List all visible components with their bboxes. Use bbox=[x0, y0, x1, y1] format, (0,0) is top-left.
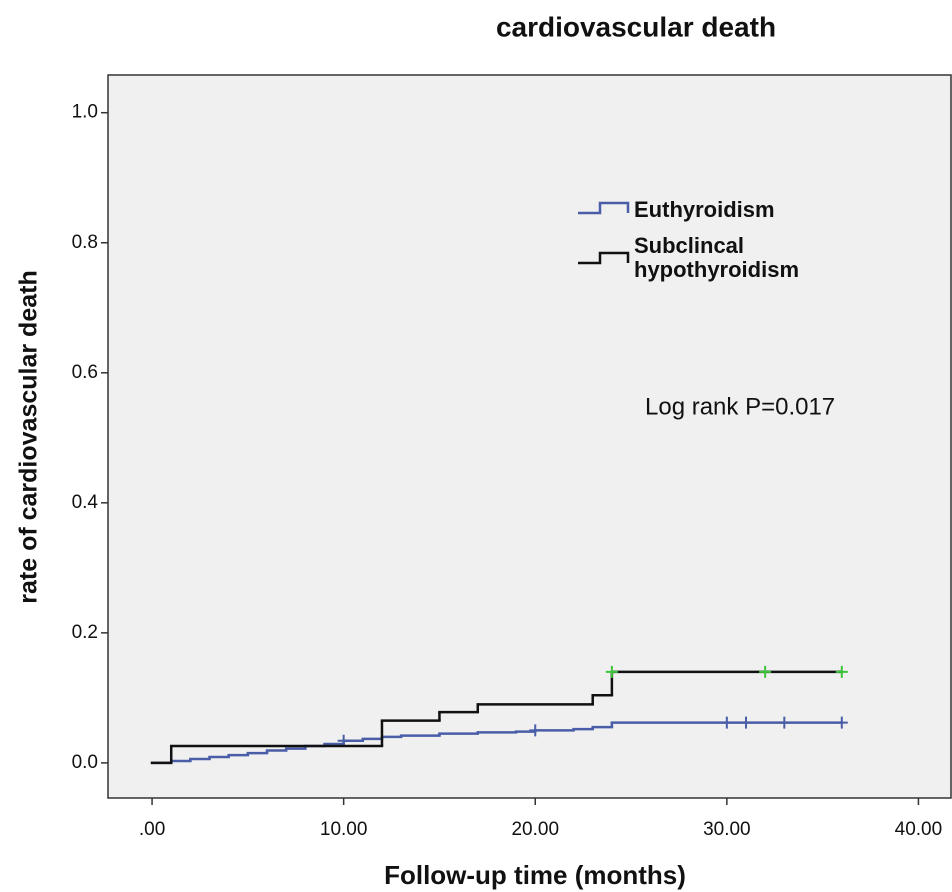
y-tick-label: 0.2 bbox=[72, 622, 98, 643]
x-axis-label: Follow-up time (months) bbox=[384, 860, 686, 890]
legend-swatch bbox=[578, 251, 630, 265]
plot-area bbox=[107, 74, 952, 799]
legend-swatch bbox=[578, 201, 630, 215]
x-tick-label: 20.00 bbox=[511, 819, 559, 840]
y-axis-label: rate of cardiovascular death bbox=[15, 270, 43, 603]
x-tick-label: .00 bbox=[139, 819, 165, 840]
legend-label: Euthyroidism bbox=[634, 197, 775, 222]
y-tick-label: 1.0 bbox=[72, 102, 98, 123]
censor-mark bbox=[739, 716, 752, 729]
censor-mark bbox=[529, 724, 542, 737]
censor-mark bbox=[778, 716, 791, 729]
censor-mark bbox=[605, 665, 618, 678]
chart-title: cardiovascular death bbox=[496, 11, 776, 42]
legend-label: Subclincal hypothyroidism bbox=[634, 233, 800, 282]
y-tick-label: 0.0 bbox=[72, 752, 98, 773]
censor-mark bbox=[835, 716, 848, 729]
x-tick-label: 10.00 bbox=[320, 819, 368, 840]
y-tick-label: 0.6 bbox=[72, 362, 98, 383]
annotation: Log rank P=0.017 bbox=[645, 393, 835, 420]
y-tick-label: 0.8 bbox=[72, 232, 98, 253]
y-tick-label: 0.4 bbox=[72, 492, 99, 513]
censor-mark bbox=[835, 665, 848, 678]
x-tick-label: 40.00 bbox=[895, 819, 943, 840]
censor-mark bbox=[759, 665, 772, 678]
x-tick-label: 30.00 bbox=[703, 819, 751, 840]
censor-mark bbox=[720, 716, 733, 729]
